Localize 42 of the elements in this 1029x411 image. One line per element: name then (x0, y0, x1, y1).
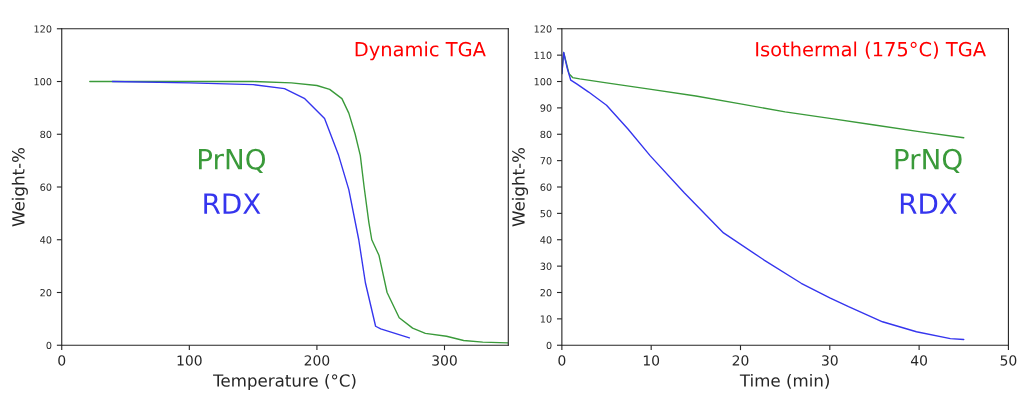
x-tick-label: 40 (910, 355, 928, 366)
y-tick-label: 100 (534, 77, 552, 86)
text: Isothermal (175°C) TGA (756, 41, 986, 59)
y-tick-label: 20 (40, 288, 52, 297)
y-axis-title: Weight-% (511, 147, 529, 227)
text: RDX (204, 193, 261, 214)
y-tick-label: 110 (534, 51, 552, 59)
text: PrNQ (198, 148, 266, 173)
x-tick-label: 50 (1000, 355, 1017, 366)
line-series (111, 80, 411, 339)
text: RDX (900, 193, 958, 214)
x-tick-label: 100 (177, 355, 202, 366)
y-tick-label: 30 (540, 262, 552, 270)
y-tick-label: 80 (540, 130, 552, 139)
y-tick-label: 40 (540, 236, 552, 244)
x-tick-label: 0 (558, 355, 566, 366)
y-tick-label: 70 (540, 157, 552, 165)
x-tick-label: 300 (432, 355, 457, 366)
y-tick-label: 0 (46, 341, 52, 350)
y-tick-label: 40 (40, 236, 52, 244)
y-tick-label: 20 (540, 288, 552, 297)
y-tick-label: 50 (540, 209, 552, 218)
y-tick-label: 60 (540, 183, 552, 191)
x-tick-label: 200 (304, 355, 330, 366)
y-tick-label: 100 (34, 77, 52, 86)
x-axis-title: Temperature (°C) (213, 373, 356, 391)
y-tick-label: 80 (40, 130, 52, 139)
x-tick-label: 30 (822, 355, 838, 366)
y-tick-label: 90 (540, 104, 552, 112)
series-label: PrNQ (895, 148, 962, 173)
y-tick-label: 10 (540, 315, 552, 323)
x-tick-label: 10 (643, 355, 660, 366)
y-tick-label: 0 (546, 341, 552, 350)
y-tick-label: 120 (34, 25, 52, 33)
x-axis-title: Time (min) (739, 373, 829, 389)
line-series (89, 80, 509, 344)
y-tick-label: 120 (534, 25, 552, 33)
text: Dynamic TGA (355, 41, 486, 61)
y-axis-title: Weight-% (11, 147, 28, 227)
x-tick-label: 20 (732, 355, 749, 366)
x-tick-label: 0 (58, 355, 66, 366)
y-tick-label: 60 (40, 183, 52, 191)
